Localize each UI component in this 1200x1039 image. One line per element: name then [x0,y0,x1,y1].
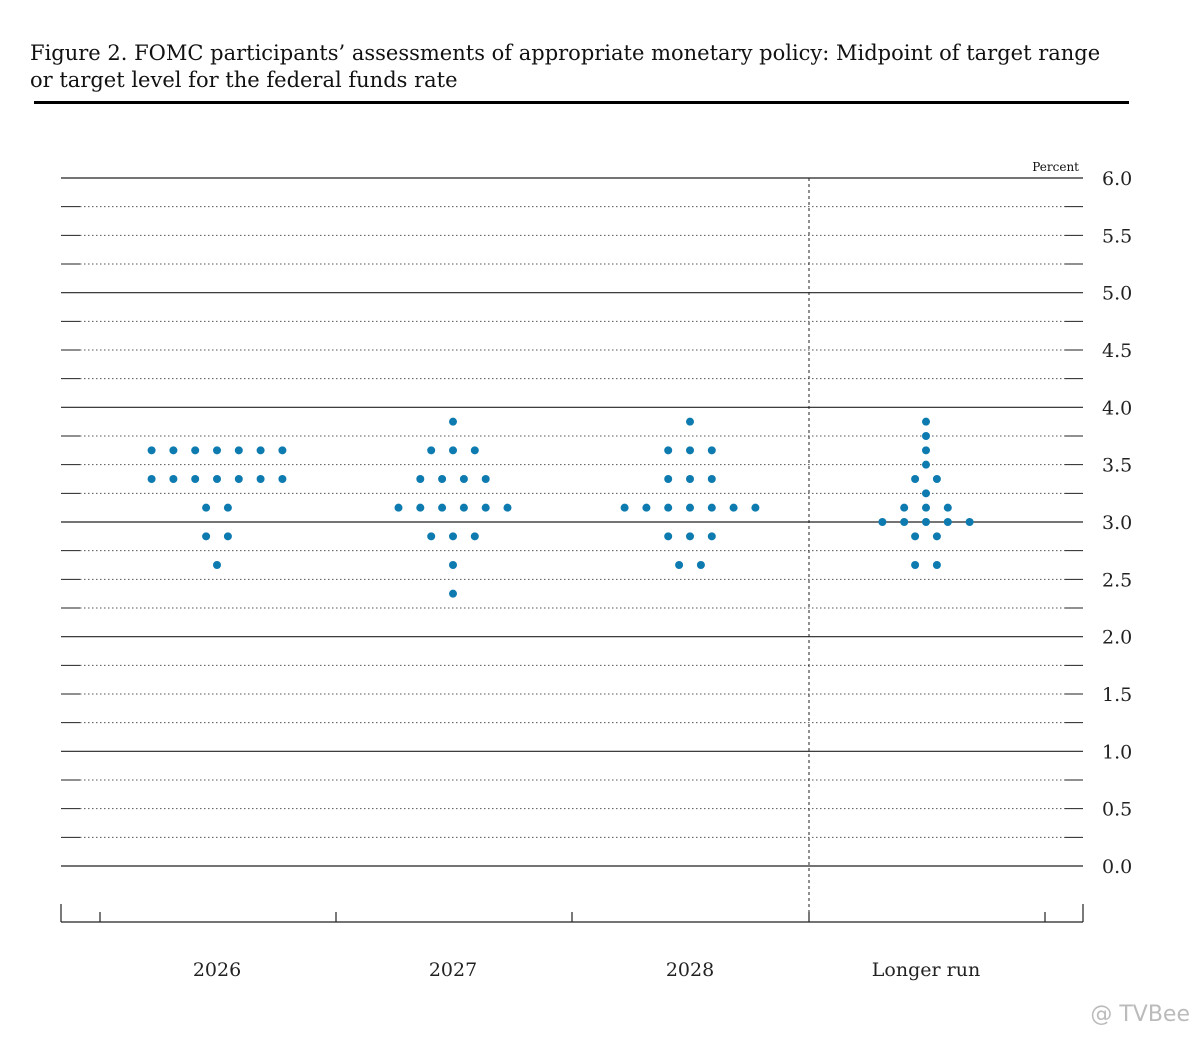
dot-2026 [278,446,287,455]
y-tick-label: 2.0 [1102,627,1132,649]
y-tick-label: 4.0 [1102,397,1132,419]
dot-2028 [686,446,694,455]
dot-2026 [213,475,221,483]
dot-longer-run [900,518,909,526]
dot-2027 [470,446,479,455]
dot-2027 [416,503,425,512]
title-rule [34,101,1129,104]
dot-2026 [202,503,211,512]
dot-longer-run [922,518,930,526]
dot-2027 [481,475,490,483]
dot-2028 [729,503,738,512]
dot-2028 [620,503,629,512]
y-tick-label: 3.0 [1102,512,1132,534]
watermark: @ TVBee [1090,1002,1190,1027]
dot-2028 [751,503,760,512]
dot-2027 [416,475,425,483]
y-axis-label: Percent [1032,160,1079,174]
x-category-label: 2028 [666,959,714,981]
y-tick-label: 5.0 [1102,283,1132,305]
dot-2028 [686,417,694,426]
dot-2026 [256,446,265,455]
dot-2027 [438,475,447,483]
dot-2027 [503,503,512,512]
dot-longer-run [965,518,974,526]
dot-longer-run [922,432,930,440]
dot-longer-run [943,503,952,512]
dot-2026 [191,446,200,455]
dot-2028 [664,475,673,483]
dot-2026 [278,475,287,483]
dot-2028 [707,446,716,455]
dot-2026 [169,446,178,455]
dot-longer-run [922,460,930,469]
dot-2026 [213,446,221,455]
dot-longer-run [878,518,887,526]
dot-2028 [664,446,673,455]
dot-2026 [256,475,265,483]
dot-2028 [707,503,716,512]
figure-title: Figure 2. FOMC participants’ assessments… [30,41,1101,92]
dot-longer-run [932,561,941,569]
dot-2028 [696,561,705,569]
x-category-label: 2026 [193,959,241,981]
dot-2027 [470,532,479,541]
dot-longer-run [932,475,941,483]
dot-2028 [707,532,716,541]
y-tick-label: 3.5 [1102,455,1132,477]
dot-longer-run [943,518,952,526]
dot-longer-run [911,532,920,541]
dot-2028 [664,503,673,512]
dot-2027 [427,532,436,541]
dot-2027 [427,446,436,455]
dot-2027 [449,589,457,598]
dot-2028 [675,561,684,569]
dot-longer-run [911,475,920,483]
dot-longer-run [911,561,920,569]
dot-2027 [394,503,403,512]
dot-2027 [449,561,457,569]
x-category-label: Longer run [872,959,980,981]
dot-longer-run [922,503,930,512]
dot-2028 [686,532,694,541]
dot-2027 [459,503,468,512]
dot-2026 [169,475,178,483]
y-tick-label: 0.0 [1102,856,1132,878]
y-tick-label: 2.5 [1102,569,1132,591]
dot-2027 [449,446,457,455]
dot-2027 [481,503,490,512]
dot-2027 [449,417,457,426]
dot-longer-run [922,417,930,426]
dot-longer-run [922,446,930,455]
dot-2028 [664,532,673,541]
y-tick-label: 5.5 [1102,225,1132,247]
dot-longer-run [922,489,930,498]
dot-2026 [234,446,243,455]
dot-2028 [707,475,716,483]
dot-2026 [234,475,243,483]
dot-2026 [147,475,156,483]
dot-2027 [459,475,468,483]
dot-2027 [438,503,447,512]
y-tick-label: 0.5 [1102,799,1132,821]
x-category-label: 2027 [429,959,477,981]
dot-2026 [213,561,221,569]
dot-2026 [223,532,232,541]
dot-longer-run [900,503,909,512]
y-tick-label: 1.5 [1102,684,1132,706]
dot-2026 [223,503,232,512]
dot-2028 [642,503,651,512]
dot-2026 [147,446,156,455]
dot-2028 [686,503,694,512]
dot-2026 [202,532,211,541]
dot-2026 [191,475,200,483]
y-tick-label: 4.5 [1102,340,1132,362]
dot-2028 [686,475,694,483]
y-tick-label: 6.0 [1102,168,1132,190]
dot-longer-run [932,532,941,541]
y-tick-label: 1.0 [1102,741,1132,763]
dot-2027 [449,532,457,541]
